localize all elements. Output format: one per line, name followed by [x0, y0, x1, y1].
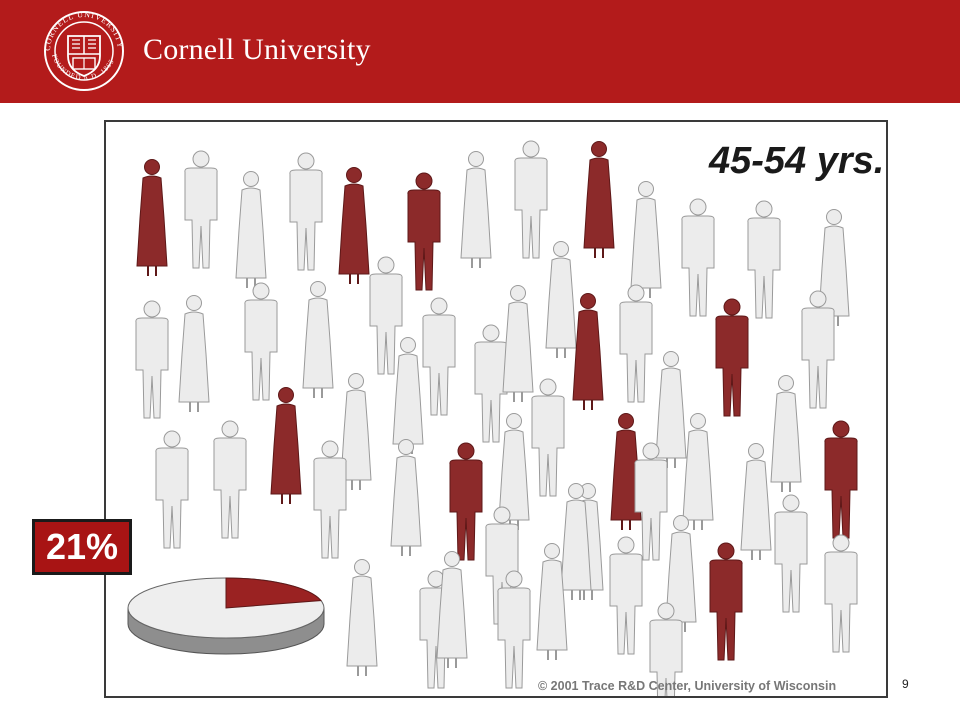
person-figure — [289, 152, 323, 271]
person-figure — [609, 536, 643, 655]
percentage-badge: 21% — [32, 519, 132, 575]
highlighted-person-figure — [136, 159, 168, 276]
highlighted-person-figure — [583, 141, 615, 258]
person-figure — [630, 181, 662, 298]
copyright-notice: © 2001 Trace R&D Center, University of W… — [538, 679, 837, 693]
person-figure — [655, 351, 687, 468]
people-crowd — [135, 140, 858, 696]
person-figure — [619, 284, 653, 403]
person-figure — [302, 281, 334, 398]
person-figure — [346, 559, 378, 676]
person-figure — [681, 198, 715, 317]
pie-chart — [127, 577, 325, 655]
person-figure — [178, 295, 210, 412]
person-figure — [474, 324, 508, 443]
page-number: 9 — [902, 677, 909, 691]
highlighted-person-figure — [572, 293, 604, 410]
person-figure — [235, 171, 267, 288]
person-figure — [498, 413, 530, 530]
person-figure — [801, 290, 835, 409]
person-figure — [747, 200, 781, 319]
person-figure — [135, 300, 169, 419]
person-figure — [682, 413, 714, 530]
person-figure — [649, 602, 683, 696]
highlighted-person-figure — [338, 167, 370, 284]
person-figure — [392, 337, 424, 454]
person-figure — [313, 440, 347, 559]
person-figure — [460, 151, 492, 268]
person-figure — [155, 430, 189, 549]
highlighted-person-figure — [715, 298, 749, 417]
pie-slice-highlighted — [225, 577, 322, 609]
header-bar: CORNELL UNIVERSITY FOUNDED A.D. 1865 Cor… — [0, 0, 960, 103]
person-figure — [390, 439, 422, 556]
highlighted-person-figure — [824, 420, 858, 539]
person-figure — [634, 442, 668, 561]
university-name: Cornell University — [143, 33, 371, 66]
person-figure — [184, 150, 218, 269]
cornell-seal-logo: CORNELL UNIVERSITY FOUNDED A.D. 1865 — [43, 10, 124, 91]
person-figure — [502, 285, 534, 402]
highlighted-person-figure — [709, 542, 743, 661]
person-figure — [545, 241, 577, 358]
highlighted-person-figure — [270, 387, 302, 504]
highlighted-person-figure — [610, 413, 642, 530]
person-figure — [531, 378, 565, 497]
age-group-label: 45-54 yrs. — [709, 140, 885, 182]
person-figure — [770, 375, 802, 492]
person-figure — [514, 140, 548, 259]
person-figure — [740, 443, 772, 560]
person-figure — [560, 483, 592, 600]
person-figure — [497, 570, 531, 689]
person-figure — [213, 420, 247, 539]
person-figure — [436, 551, 468, 668]
person-figure — [536, 543, 568, 660]
person-figure — [422, 297, 456, 416]
person-figure — [824, 534, 858, 653]
person-figure — [369, 256, 403, 375]
highlighted-person-figure — [407, 172, 441, 291]
highlighted-person-figure — [449, 442, 483, 561]
person-figure — [244, 282, 278, 401]
person-figure — [340, 373, 372, 490]
person-figure — [774, 494, 808, 613]
